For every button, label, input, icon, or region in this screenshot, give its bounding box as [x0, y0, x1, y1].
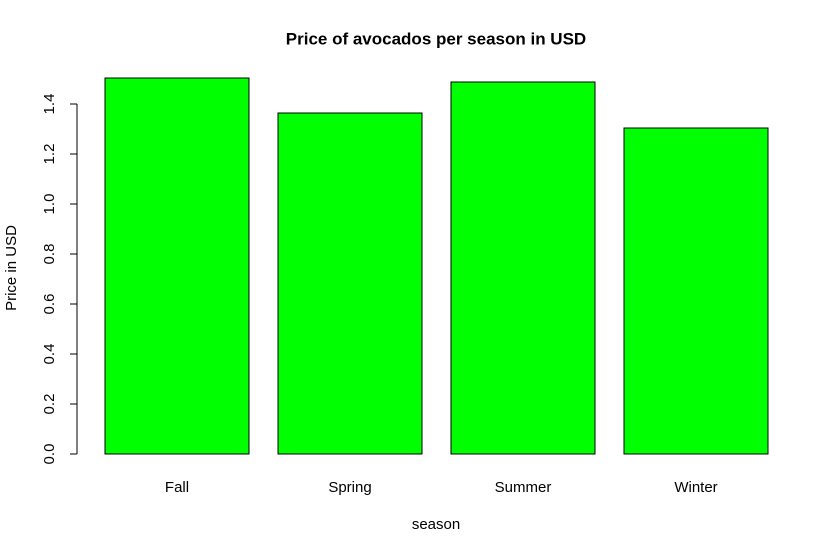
x-tick-label: Winter: [674, 479, 717, 496]
y-tick-label: 1.2: [41, 144, 58, 165]
x-tick-label: Summer: [495, 479, 552, 496]
x-tick-label: Spring: [328, 479, 371, 496]
bar: [104, 77, 250, 455]
y-tick-label: 0.8: [41, 244, 58, 265]
x-tick-label: Fall: [165, 479, 189, 496]
y-tick-label: 1.0: [41, 194, 58, 215]
y-tick-label: 0.4: [41, 344, 58, 365]
y-tick-label: 1.4: [41, 94, 58, 115]
x-axis-label: season: [412, 516, 460, 533]
bar: [450, 81, 596, 455]
y-tick-label: 0.6: [41, 294, 58, 315]
chart-title: Price of avocados per season in USD: [286, 29, 586, 48]
bar: [623, 127, 769, 455]
bar: [277, 112, 423, 455]
y-tick-label: 0.0: [41, 444, 58, 465]
y-tick-label: 0.2: [41, 394, 58, 415]
y-axis-label: Price in USD: [3, 225, 20, 311]
